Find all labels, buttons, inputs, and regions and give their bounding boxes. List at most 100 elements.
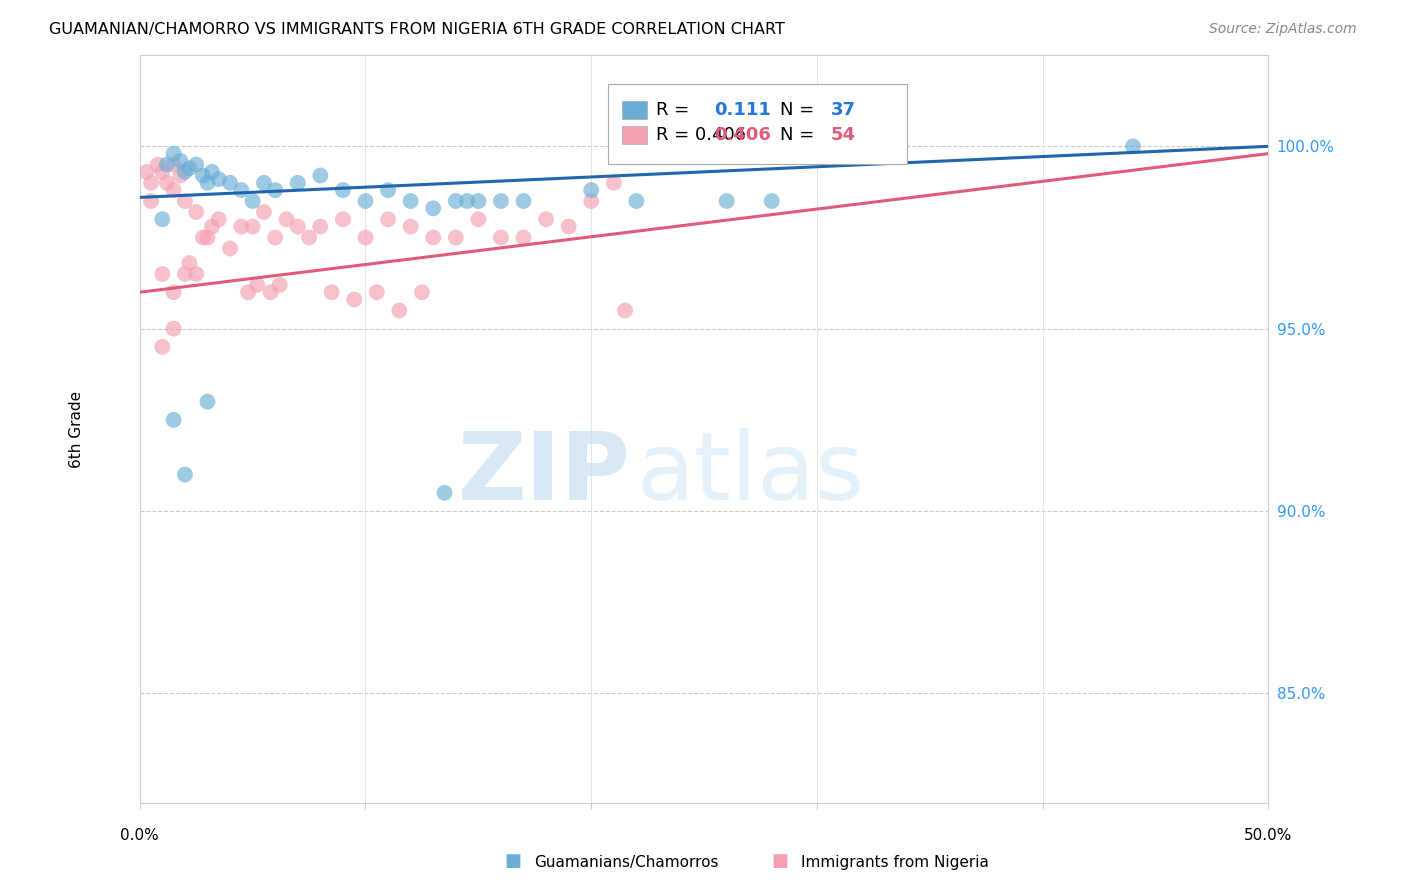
Point <box>162 285 184 300</box>
Point <box>321 285 343 300</box>
Point <box>456 194 478 208</box>
Point <box>191 169 214 183</box>
Text: 0.0%: 0.0% <box>121 829 159 844</box>
Point <box>581 183 603 197</box>
Text: atlas: atlas <box>637 428 865 520</box>
Point <box>174 165 197 179</box>
Point <box>179 256 201 270</box>
Point <box>716 194 738 208</box>
Point <box>287 219 309 234</box>
Point <box>377 212 399 227</box>
Point <box>467 194 489 208</box>
Text: N =: N = <box>780 126 814 145</box>
Point <box>343 293 366 307</box>
Point <box>208 172 231 186</box>
Point <box>433 486 456 500</box>
Text: ZIP: ZIP <box>458 428 631 520</box>
Point <box>253 176 276 190</box>
Point <box>422 202 444 216</box>
Point <box>219 242 242 256</box>
Text: 0.406: 0.406 <box>714 126 770 145</box>
Point <box>264 230 287 244</box>
Point <box>169 169 191 183</box>
Bar <box>621 126 647 145</box>
Point <box>626 194 648 208</box>
Point <box>512 230 534 244</box>
Point <box>219 176 242 190</box>
Point <box>139 194 162 208</box>
Point <box>332 212 354 227</box>
Point <box>377 183 399 197</box>
Text: 37: 37 <box>831 101 855 119</box>
Point <box>208 212 231 227</box>
Text: 50.0%: 50.0% <box>1244 829 1292 844</box>
Point <box>366 285 388 300</box>
Point <box>269 277 291 292</box>
Point <box>242 194 264 208</box>
Text: ■: ■ <box>772 852 789 870</box>
Point <box>150 340 173 354</box>
Point <box>174 194 197 208</box>
Point <box>614 303 637 318</box>
Text: Source: ZipAtlas.com: Source: ZipAtlas.com <box>1209 22 1357 37</box>
Point <box>162 183 184 197</box>
Point <box>411 285 433 300</box>
Point <box>603 176 626 190</box>
Point <box>422 230 444 244</box>
Point <box>186 267 208 281</box>
Point <box>298 230 321 244</box>
Point <box>354 194 377 208</box>
Point <box>332 183 354 197</box>
Point <box>150 165 173 179</box>
Point <box>162 321 184 335</box>
Point <box>150 212 173 227</box>
Point <box>174 267 197 281</box>
Point <box>231 183 253 197</box>
Point <box>264 183 287 197</box>
Point <box>253 205 276 219</box>
Point <box>489 194 512 208</box>
Point <box>174 467 197 482</box>
Point <box>260 285 283 300</box>
Point <box>354 230 377 244</box>
Text: Guamanians/Chamorros: Guamanians/Chamorros <box>534 855 718 870</box>
Text: 6th Grade: 6th Grade <box>69 391 84 467</box>
Point <box>162 146 184 161</box>
Bar <box>621 101 647 119</box>
Point <box>1122 139 1144 153</box>
Point <box>309 169 332 183</box>
Text: GUAMANIAN/CHAMORRO VS IMMIGRANTS FROM NIGERIA 6TH GRADE CORRELATION CHART: GUAMANIAN/CHAMORRO VS IMMIGRANTS FROM NI… <box>49 22 785 37</box>
Point <box>191 230 214 244</box>
Point <box>197 176 219 190</box>
Point <box>186 205 208 219</box>
Point <box>201 219 224 234</box>
Point <box>581 194 603 208</box>
Point <box>276 212 298 227</box>
Point <box>557 219 579 234</box>
Point <box>197 394 219 409</box>
Point <box>156 176 179 190</box>
Point <box>309 219 332 234</box>
Point <box>287 176 309 190</box>
Point <box>761 194 783 208</box>
Point <box>388 303 411 318</box>
Text: Immigrants from Nigeria: Immigrants from Nigeria <box>801 855 990 870</box>
Text: 0.111: 0.111 <box>714 101 770 119</box>
Point <box>179 161 201 176</box>
Point <box>197 230 219 244</box>
Point <box>489 230 512 244</box>
Point <box>242 219 264 234</box>
Point <box>444 230 467 244</box>
Point <box>150 267 173 281</box>
Text: R =: R = <box>655 101 689 119</box>
Point <box>231 219 253 234</box>
Point <box>201 165 224 179</box>
Bar <box>609 84 907 163</box>
Point <box>162 413 184 427</box>
Point <box>135 165 157 179</box>
Point <box>146 157 169 171</box>
Point <box>162 157 184 171</box>
Point <box>512 194 534 208</box>
Point <box>236 285 259 300</box>
Text: R = 0.406: R = 0.406 <box>655 126 745 145</box>
